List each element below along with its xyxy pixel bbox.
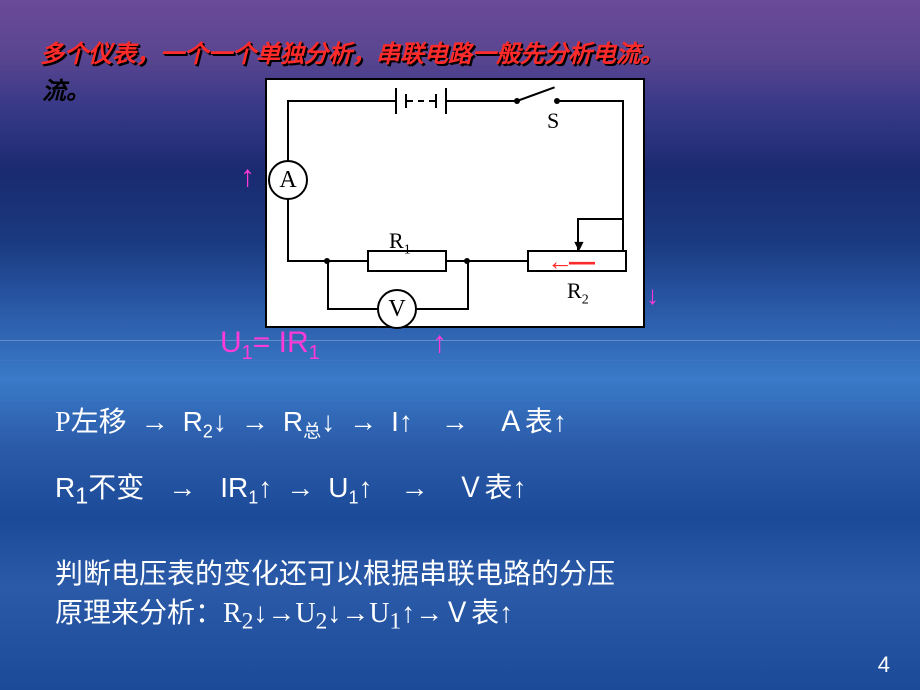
voltmeter: V: [377, 289, 417, 329]
ammeter-up: Ａ表↑: [497, 400, 567, 440]
r1-label: R1: [389, 228, 411, 258]
voltmeter-label: V: [388, 296, 405, 323]
u1-up: U1↑: [328, 472, 372, 509]
switch-label: S: [547, 108, 559, 134]
r2-down-arrow-icon: ↓: [646, 280, 659, 311]
p-left-shift: P左移: [55, 400, 127, 440]
voltmeter-up: Ｖ表↑: [457, 466, 527, 506]
r2-label: R2: [567, 278, 589, 308]
slide-title: 多个仪表，一个一个单独分析，串联电路一般先分析电流。 多个仪表，一个一个单独分析…: [40, 34, 664, 69]
slider-left-red-arrow-icon: ←—: [547, 246, 591, 277]
r-total-down: R总↓: [283, 406, 335, 444]
r2-down: R2↓: [183, 406, 227, 443]
analysis-row-1: P左移 → R2↓ → R总↓ → I↑ → Ａ表↑: [55, 400, 880, 444]
circuit-diagram: S A R1 V ▼ R2 ←—: [265, 78, 645, 328]
page-number: 4: [878, 652, 890, 678]
formula-u1-ir1: U1= IR1: [220, 326, 320, 365]
ir1-up: IR1↑: [220, 472, 272, 509]
r1-unchanged: R1不变: [55, 466, 144, 510]
analysis-row-2: R1不变 → IR1↑ → U1↑ → Ｖ表↑: [55, 466, 880, 510]
ammeter-label: A: [279, 167, 296, 194]
voltmeter-up-arrow-icon: ↑: [432, 326, 447, 360]
ammeter: A: [268, 160, 308, 200]
analysis-block: P左移 → R2↓ → R总↓ → I↑ → Ａ表↑ R1不变 → IR1↑ →…: [55, 400, 880, 529]
title-text: 多个仪表，一个一个单独分析，串联电路一般先分析电流。: [40, 42, 664, 68]
i-up: I↑: [391, 406, 413, 438]
ammeter-up-arrow-icon: ↑: [240, 160, 255, 194]
closing-paragraph: 判断电压表的变化还可以根据串联电路的分压 原理来分析：R2↓→U2↓→U1↑→Ｖ…: [55, 555, 860, 638]
